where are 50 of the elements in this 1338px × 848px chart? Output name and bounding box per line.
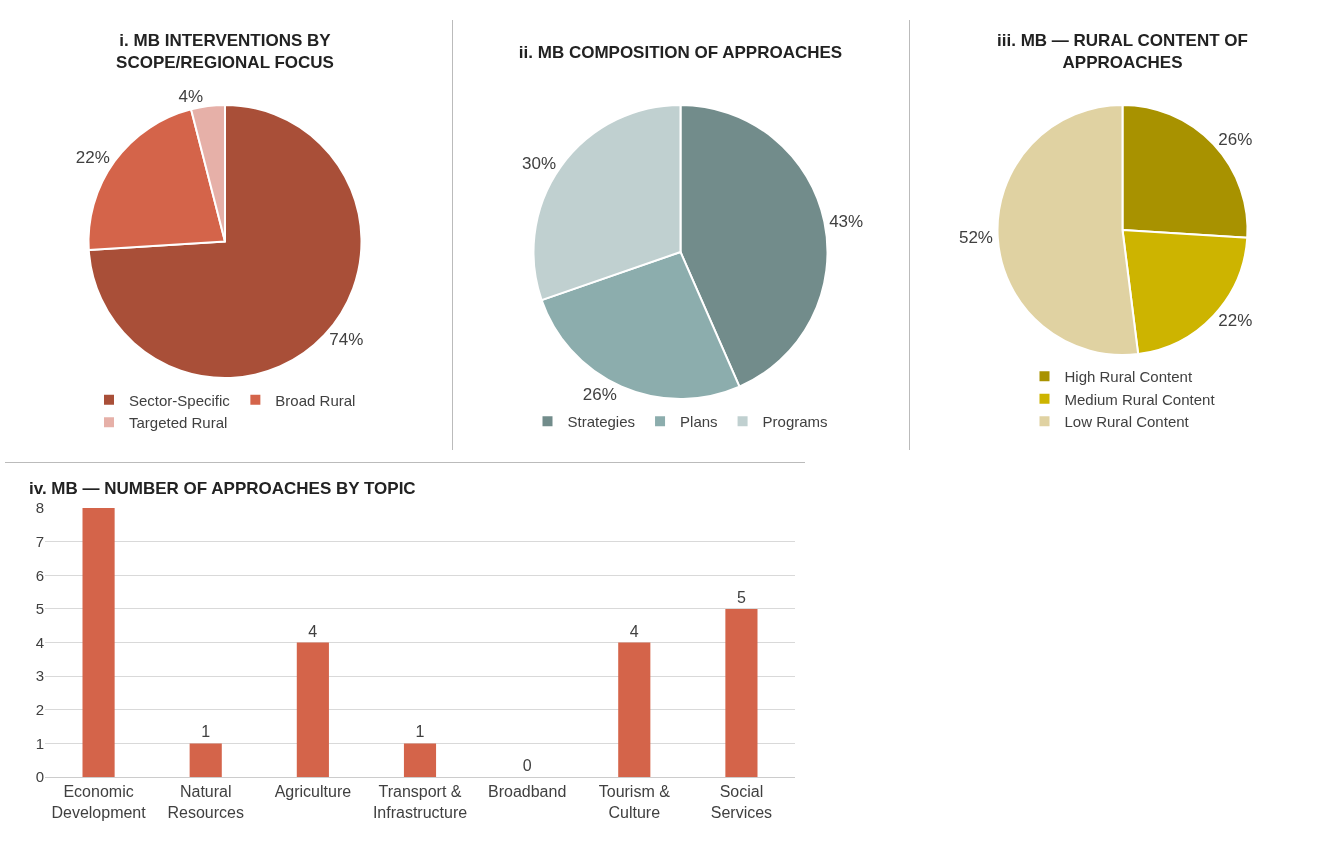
bar bbox=[725, 608, 758, 777]
legend-label: Low Rural Content bbox=[1064, 413, 1190, 431]
legend-label: Medium Rural Content bbox=[1064, 390, 1216, 408]
legend-label: High Rural Content bbox=[1064, 368, 1193, 386]
bar bbox=[296, 642, 329, 777]
data-label: 4 bbox=[308, 622, 318, 640]
data-label: 43% bbox=[829, 211, 864, 231]
bar bbox=[618, 642, 651, 777]
y-tick-label: 1 bbox=[35, 734, 44, 752]
y-tick-label: 6 bbox=[35, 566, 44, 584]
data-label: 4% bbox=[178, 87, 204, 107]
legend-label: Targeted Rural bbox=[129, 414, 228, 432]
y-tick-label: 3 bbox=[35, 667, 44, 685]
data-label: 30% bbox=[521, 154, 557, 174]
chart-title: iii. MB — RURAL CONTENT OF APPROACHES bbox=[997, 30, 1248, 72]
data-label: 0 bbox=[522, 757, 532, 774]
x-tick-label: Social Services bbox=[710, 783, 773, 821]
legend-label: Programs bbox=[762, 412, 828, 430]
legend-label: Plans bbox=[680, 412, 718, 430]
y-tick-label: 2 bbox=[35, 701, 44, 718]
data-label: 52% bbox=[958, 228, 993, 248]
data-label: 5 bbox=[736, 588, 746, 606]
bar bbox=[82, 508, 115, 777]
x-tick-label: Natural Resources bbox=[167, 783, 244, 821]
y-tick-label: 5 bbox=[35, 600, 44, 618]
data-label: 22% bbox=[75, 148, 110, 168]
x-tick-label: Tourism & Culture bbox=[598, 783, 671, 821]
chart-title: ii. MB COMPOSITION OF APPROACHES bbox=[518, 42, 843, 62]
data-label: 74% bbox=[329, 329, 364, 349]
y-tick-label: 7 bbox=[35, 532, 44, 550]
data-label: 26% bbox=[582, 385, 617, 405]
chart-title: iv. MB — NUMBER OF APPROACHES BY TOPIC bbox=[29, 479, 416, 499]
legend-label: Sector-Specific bbox=[129, 391, 231, 409]
data-label: 4 bbox=[629, 622, 639, 640]
x-tick-label: Transport & Infrastructure bbox=[372, 783, 468, 821]
chart-title: i. MB INTERVENTIONS BY SCOPE/REGIONAL FOCUS bbox=[116, 30, 334, 72]
bar bbox=[403, 743, 437, 777]
x-tick-label: Economic Development bbox=[51, 783, 147, 821]
data-label: 22% bbox=[1218, 310, 1253, 330]
x-tick-label: Agriculture bbox=[274, 783, 352, 801]
y-tick-label: 8 bbox=[35, 499, 44, 517]
x-tick-label: Broadband bbox=[487, 783, 567, 801]
legend-label: Strategies bbox=[567, 412, 636, 430]
legend-label: Broad Rural bbox=[275, 391, 356, 409]
data-label: 1 bbox=[201, 723, 211, 741]
data-label: 26% bbox=[1218, 130, 1253, 150]
y-tick-label: 0 bbox=[35, 768, 44, 786]
bar bbox=[189, 743, 222, 777]
data-label: 1 bbox=[415, 723, 425, 741]
y-tick-label: 4 bbox=[35, 633, 44, 651]
